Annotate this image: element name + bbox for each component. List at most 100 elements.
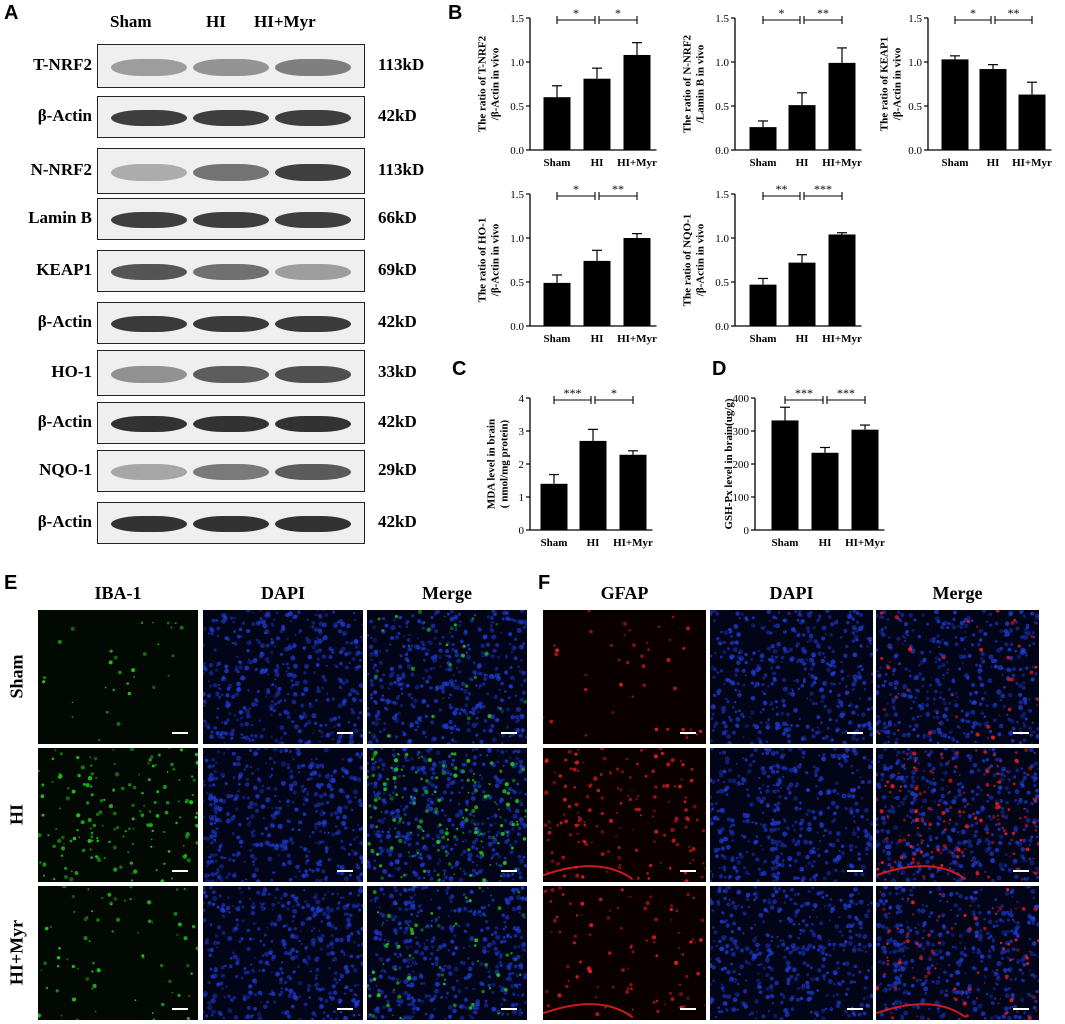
x-tick-label: Sham — [772, 537, 799, 549]
y-tick-label: 0.0 — [715, 145, 729, 157]
fluorescence-image-render — [38, 886, 198, 1020]
molecular-weight-label: 42kD — [378, 512, 417, 531]
panel-label-f: F — [538, 572, 551, 594]
y-tick-label: 0.5 — [715, 277, 729, 289]
blot-row-label: Lamin B — [28, 208, 92, 227]
x-tick-label: HI+Myr — [822, 157, 862, 169]
y-tick-label: 300 — [733, 426, 750, 438]
scale-bar — [1013, 732, 1029, 734]
x-tick-label: HI+Myr — [845, 537, 885, 549]
y-axis-label: The ratio of T-NRF2 — [477, 35, 489, 132]
bar — [583, 260, 611, 326]
blot-strip — [97, 350, 365, 396]
bar — [583, 78, 611, 150]
scale-bar — [337, 1008, 353, 1010]
scale-bar — [172, 732, 188, 734]
y-axis-label: ( nmol/mg protein) — [499, 419, 511, 508]
x-tick-label: Sham — [544, 333, 571, 345]
y-tick-label: 1.0 — [715, 233, 729, 245]
x-tick-label: HI — [987, 157, 1000, 169]
fluorescence-image-render — [710, 610, 873, 744]
blot-band — [275, 164, 351, 181]
molecular-weight-label: 42kD — [378, 106, 417, 125]
blot-column-header: HI — [206, 12, 226, 31]
scale-bar — [680, 1008, 696, 1010]
y-tick-label: 1.0 — [908, 57, 922, 69]
x-tick-label: HI+Myr — [617, 333, 657, 345]
panel-label-a: A — [4, 2, 19, 24]
molecular-weight-label: 42kD — [378, 412, 417, 431]
if-row-label: HI+Myr — [6, 919, 27, 986]
blot-band — [111, 212, 187, 228]
fluorescence-image — [203, 748, 363, 882]
y-tick-label: 1.5 — [510, 189, 524, 201]
scale-bar — [1013, 1008, 1029, 1010]
molecular-weight-label: 42kD — [378, 312, 417, 331]
y-tick-label: 0 — [744, 525, 750, 537]
significance-marker: * — [573, 182, 579, 196]
bar — [540, 483, 568, 530]
bar — [788, 105, 816, 150]
blot-band — [111, 366, 187, 383]
panel-label-d: D — [712, 358, 727, 380]
bar — [941, 59, 969, 150]
fluorescence-image-render — [876, 748, 1039, 882]
bar — [788, 262, 816, 326]
blot-row-label: β-Actin — [37, 512, 92, 531]
y-tick-label: 1.0 — [715, 57, 729, 69]
y-tick-label: 1.0 — [510, 233, 524, 245]
x-tick-label: HI+Myr — [617, 157, 657, 169]
scale-bar — [501, 1008, 517, 1010]
blot-band — [193, 516, 269, 532]
blot-band — [193, 416, 269, 432]
fluorescence-image — [367, 748, 527, 882]
blot-strip — [97, 44, 365, 88]
if-column-header: Merge — [422, 583, 472, 603]
bar — [1018, 94, 1046, 150]
x-tick-label: Sham — [541, 537, 568, 549]
scale-bar — [337, 732, 353, 734]
blot-row-label: β-Actin — [37, 312, 92, 331]
blot-band — [193, 110, 269, 126]
y-tick-label: 1.5 — [510, 13, 524, 25]
fluorescence-image-render — [710, 886, 873, 1020]
y-axis-label: The ratio of KEAP1 — [879, 37, 891, 131]
if-column-header: Merge — [932, 583, 983, 603]
blot-band — [111, 164, 187, 181]
blot-strip — [97, 502, 365, 544]
molecular-weight-label: 113kD — [378, 160, 425, 179]
fluorescence-image-render — [543, 610, 706, 744]
significance-marker: *** — [564, 386, 582, 400]
y-axis-label: /β-Actin in vivo — [695, 223, 707, 297]
fluorescence-image-render — [710, 748, 873, 882]
fluorescence-image — [710, 886, 873, 1020]
fluorescence-image-render — [367, 886, 527, 1020]
y-tick-label: 400 — [733, 393, 750, 405]
y-tick-label: 1.5 — [908, 13, 922, 25]
y-tick-label: 4 — [519, 393, 525, 405]
significance-marker: *** — [795, 386, 813, 400]
blot-band — [111, 464, 187, 480]
bar — [543, 97, 571, 150]
bar — [619, 454, 647, 530]
blot-band — [193, 366, 269, 383]
bar — [771, 420, 799, 530]
y-tick-label: 0.0 — [715, 321, 729, 333]
molecular-weight-label: 69kD — [378, 260, 417, 279]
if-row-label: Sham — [6, 654, 27, 699]
blot-band — [275, 416, 351, 432]
fluorescence-image — [38, 610, 198, 744]
blot-band — [111, 516, 187, 532]
x-tick-label: HI — [819, 537, 832, 549]
y-axis-label: The ratio of HO-1 — [477, 218, 489, 303]
molecular-weight-label: 33kD — [378, 362, 417, 381]
fluorescence-image-render — [203, 610, 363, 744]
molecular-weight-label: 29kD — [378, 460, 417, 479]
x-tick-label: HI — [587, 537, 600, 549]
panel-label-b: B — [448, 2, 463, 24]
scale-bar — [680, 732, 696, 734]
y-axis-label: /Lamin B in vivo — [695, 44, 707, 124]
fluorescence-image — [543, 610, 706, 744]
scale-bar — [501, 732, 517, 734]
